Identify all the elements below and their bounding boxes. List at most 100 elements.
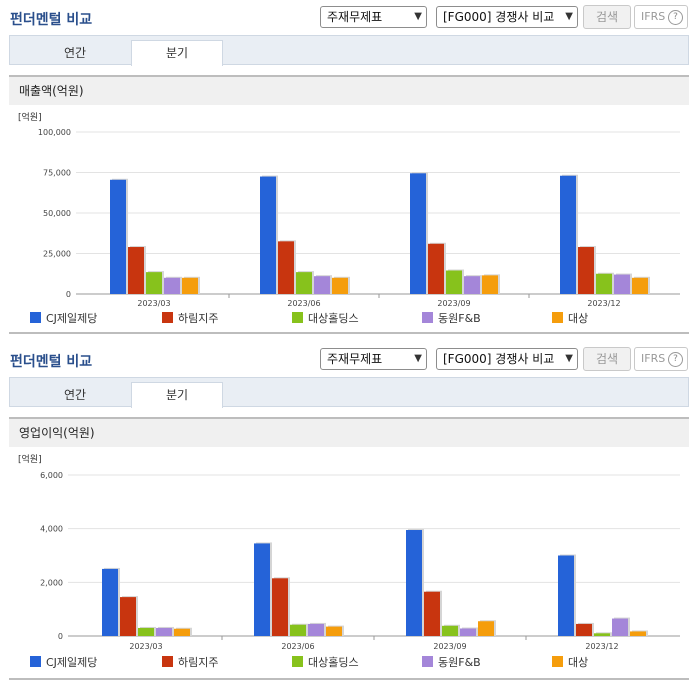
bar [576, 623, 592, 636]
bar [632, 277, 648, 294]
legend-label: CJ제일제당 [46, 311, 97, 325]
bar [128, 247, 144, 294]
operating-profit-bar-chart: [억원] 0 2,000 4,000 6,000 2023/03 2023/06 2023/0… [18, 453, 680, 669]
search-button[interactable]: 검색 [583, 347, 631, 371]
legend-swatch [552, 656, 563, 667]
x-tick-label: 2023/06 [287, 299, 320, 308]
bar [460, 628, 476, 636]
bar [442, 625, 458, 636]
x-tick-label: 2023/03 [137, 299, 170, 308]
chevron-down-icon: ▼ [565, 11, 573, 22]
legend-swatch [162, 312, 173, 323]
bar [428, 243, 444, 294]
legend-swatch [30, 656, 41, 667]
chevron-down-icon: ▼ [414, 11, 422, 22]
statement-type-value: 주재무제표 [327, 10, 383, 24]
bar [614, 274, 630, 294]
revenue-bar-chart: [억원] 0 25,000 50,000 75,000 100,000 2023/03 202… [18, 111, 680, 325]
x-tick-label: 2023/12 [587, 299, 620, 308]
y-tick-label: 0 [66, 290, 71, 299]
y-tick-label: 25,000 [43, 250, 71, 259]
ifrs-label: IFRS [641, 10, 666, 23]
legend-swatch [292, 312, 303, 323]
bar [464, 276, 480, 294]
bar [164, 277, 180, 294]
legend-swatch [162, 656, 173, 667]
legend-swatch [422, 656, 433, 667]
bar [314, 276, 330, 294]
legend-swatch [292, 656, 303, 667]
x-tick-label: 2023/03 [129, 642, 162, 651]
legend-swatch [422, 312, 433, 323]
section-title: 매출액(억원) [9, 75, 689, 105]
bar [156, 627, 172, 636]
x-tick-label: 2023/09 [437, 299, 470, 308]
tab-quarterly[interactable]: 분기 [131, 40, 223, 66]
y-tick-label: 4,000 [40, 525, 63, 534]
y-tick-label: 75,000 [43, 169, 71, 178]
legend-label: 동원F&B [438, 656, 481, 669]
tab-annual[interactable]: 연간 [63, 388, 87, 402]
bar [326, 626, 342, 636]
bar [424, 591, 440, 636]
y-tick-label: 100,000 [38, 128, 71, 137]
bar [272, 578, 288, 636]
tab-quarterly[interactable]: 분기 [131, 382, 223, 408]
bar [410, 173, 426, 294]
legend-label: 동원F&B [438, 312, 481, 325]
x-tick-label: 2023/09 [433, 642, 466, 651]
bar [578, 247, 594, 294]
x-tick-label: 2023/12 [585, 642, 618, 651]
peer-compare-select[interactable]: [FG000] 경쟁사 비교 ▼ [436, 348, 578, 370]
bar [332, 277, 348, 294]
legend-label: 하림지주 [178, 311, 218, 325]
bar [260, 176, 276, 294]
bar [630, 631, 646, 636]
bar [560, 175, 576, 294]
bar [138, 627, 154, 636]
peer-compare-value: [FG000] 경쟁사 비교 [443, 10, 555, 24]
bar [278, 241, 294, 294]
bar [254, 543, 270, 636]
panel-title: 펀더멘털 비교 [10, 354, 93, 370]
bar [482, 275, 498, 294]
divider [9, 332, 689, 334]
tab-annual[interactable]: 연간 [63, 46, 87, 60]
bar [594, 633, 610, 636]
chevron-down-icon: ▼ [565, 353, 573, 364]
ifrs-button[interactable]: IFRS ? [634, 5, 688, 29]
y-tick-label: 2,000 [40, 578, 63, 587]
help-icon[interactable]: ? [668, 352, 683, 367]
bar [120, 597, 136, 636]
bar [110, 179, 126, 294]
legend-label: 대상홀딩스 [308, 312, 359, 325]
statement-type-value: 주재무제표 [327, 352, 383, 366]
bar [296, 272, 312, 294]
ifrs-label: IFRS [641, 352, 666, 365]
unit-label: [억원] [18, 111, 42, 123]
legend-label: 대상홀딩스 [308, 656, 359, 669]
legend-label: 하림지주 [178, 655, 218, 669]
y-tick-label: 0 [58, 632, 63, 641]
section-title: 영업이익(억원) [9, 417, 689, 447]
statement-type-select[interactable]: 주재무제표 ▼ [320, 348, 427, 370]
statement-type-select[interactable]: 주재무제표 ▼ [320, 6, 427, 28]
bar [174, 628, 190, 636]
legend-swatch [552, 312, 563, 323]
legend-label: 대상 [568, 656, 588, 669]
bar [478, 621, 494, 636]
y-tick-label: 50,000 [43, 209, 71, 218]
bar [406, 530, 422, 636]
bar [308, 623, 324, 636]
bar [290, 624, 306, 636]
legend-swatch [30, 312, 41, 323]
help-icon[interactable]: ? [668, 10, 683, 25]
ifrs-button[interactable]: IFRS ? [634, 347, 688, 371]
chevron-down-icon: ▼ [414, 353, 422, 364]
x-tick-label: 2023/06 [281, 642, 314, 651]
search-button[interactable]: 검색 [583, 5, 631, 29]
period-tabs: 연간 분기 [9, 35, 689, 66]
period-tabs: 연간 분기 [9, 377, 689, 408]
peer-compare-select[interactable]: [FG000] 경쟁사 비교 ▼ [436, 6, 578, 28]
bar [612, 618, 628, 636]
